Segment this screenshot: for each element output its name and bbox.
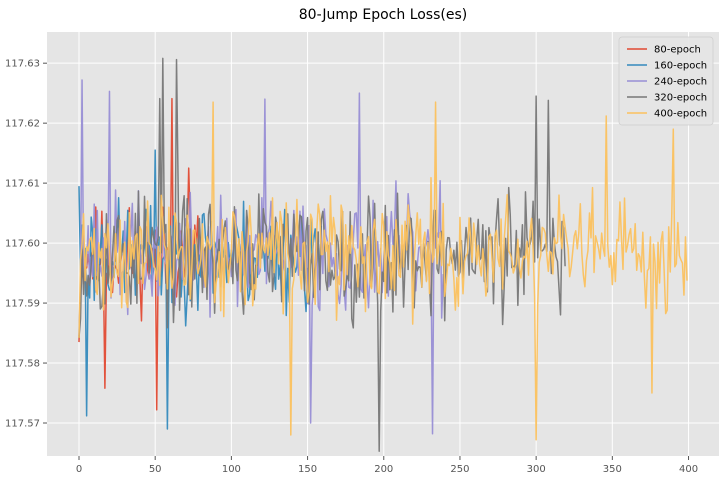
y-tick-label: 117.58 bbox=[5, 359, 40, 370]
y-axis: 117.57 117.58 117.59 117.60 117.61 117.62 117.… bbox=[5, 59, 47, 430]
y-tick-label: 117.61 bbox=[5, 179, 40, 190]
x-tick-label: 400 bbox=[679, 464, 698, 475]
x-tick-label: 250 bbox=[450, 464, 469, 475]
series-line-400-epoch bbox=[78, 101, 688, 441]
y-tick-label: 117.62 bbox=[5, 119, 40, 130]
x-tick-label: 350 bbox=[603, 464, 622, 475]
x-tick-label: 200 bbox=[374, 464, 393, 475]
x-tick-label: 100 bbox=[222, 464, 241, 475]
x-tick-label: 150 bbox=[298, 464, 317, 475]
legend-box bbox=[618, 36, 714, 126]
y-tick-label: 117.57 bbox=[5, 419, 40, 430]
legend-entry-label: 320-epoch bbox=[654, 93, 707, 104]
x-tick-label: 50 bbox=[149, 464, 162, 475]
legend: 80-epoch 160-epoch 240-epoch 320-epoch 400-e… bbox=[618, 36, 714, 126]
chart-title: 80-Jump Epoch Loss(es) bbox=[299, 7, 467, 23]
y-tick-label: 117.63 bbox=[5, 59, 40, 70]
y-tick-label: 117.60 bbox=[5, 239, 40, 250]
x-axis: 0 50 100 150 200 250 300 350 400 bbox=[76, 456, 698, 475]
y-tick-label: 117.59 bbox=[5, 299, 40, 310]
x-tick-label: 300 bbox=[527, 464, 546, 475]
legend-entry-label: 160-epoch bbox=[654, 61, 707, 72]
legend-entry-label: 400-epoch bbox=[654, 109, 707, 120]
legend-entry-label: 80-epoch bbox=[654, 45, 701, 56]
x-tick-label: 0 bbox=[76, 464, 82, 475]
series-layer bbox=[78, 57, 688, 452]
legend-entry-label: 240-epoch bbox=[654, 77, 707, 88]
